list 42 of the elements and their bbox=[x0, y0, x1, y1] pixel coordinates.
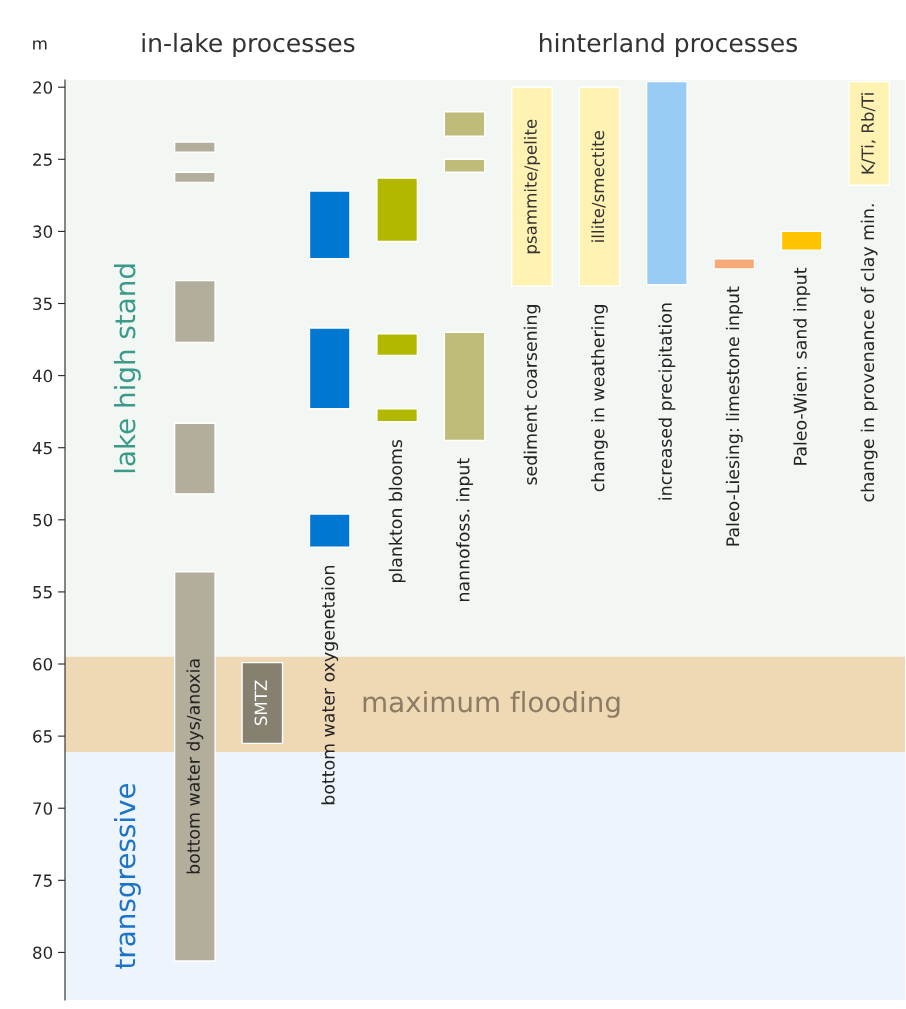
x-tick-label: nannofoss. input bbox=[456, 458, 473, 602]
text: in-lake processes bbox=[142, 32, 355, 58]
bar bbox=[645, 80, 688, 286]
y-tick-label: 45 bbox=[32, 441, 52, 455]
x-tick-label: plankton blooms bbox=[388, 439, 406, 583]
bar bbox=[713, 258, 756, 270]
bar bbox=[511, 86, 553, 287]
x-tick-label: increased precipitation bbox=[658, 303, 676, 500]
x-tick-label: bottom water oxygenetaion bbox=[321, 565, 339, 805]
band-label: transgressive bbox=[113, 783, 141, 969]
y-tick-label: 30 bbox=[33, 225, 53, 238]
bar bbox=[173, 571, 216, 962]
y-tick-label: 70 bbox=[33, 802, 53, 815]
bar bbox=[780, 230, 823, 251]
bar bbox=[173, 422, 216, 495]
x-tick-label: sediment coarsening bbox=[523, 305, 541, 485]
y-tick-label: 60 bbox=[33, 657, 53, 671]
data-label: SMTZ bbox=[254, 680, 268, 726]
bar bbox=[578, 86, 621, 287]
y-tick-label: 20 bbox=[33, 81, 53, 94]
band-label: maximum flooding bbox=[363, 690, 620, 718]
x-tick-label: Paleo-Liesing: limestone input bbox=[725, 286, 743, 546]
data-label: K/Ti, Rb/Ti bbox=[861, 93, 876, 174]
y-tick-label: 55 bbox=[33, 586, 52, 599]
band-label: lake high stand bbox=[113, 264, 141, 473]
y-axis-title: m bbox=[33, 40, 47, 50]
y-tick-label: 65 bbox=[33, 730, 52, 743]
bar bbox=[848, 80, 891, 186]
text: hinterland processes bbox=[540, 32, 797, 58]
x-tick-label: change in provenance of clay min. bbox=[860, 204, 878, 502]
x-tick-label: Paleo-Wien: sand input bbox=[793, 267, 811, 465]
y-tick-label: 50 bbox=[33, 513, 53, 527]
bar bbox=[241, 661, 284, 745]
y-tick-label: 25 bbox=[33, 153, 52, 166]
y-tick-label: 40 bbox=[32, 369, 53, 383]
data-label: illite/smectite bbox=[591, 130, 606, 242]
y-tick-label: 80 bbox=[33, 946, 53, 959]
x-tick-label: bottom water dys/anoxia bbox=[186, 659, 204, 874]
x-tick-label: change in weathering bbox=[591, 305, 608, 492]
y-tick-label: 35 bbox=[33, 297, 52, 311]
y-tick-label: 75 bbox=[33, 874, 52, 887]
data-label: psammite/pelite bbox=[523, 119, 541, 254]
